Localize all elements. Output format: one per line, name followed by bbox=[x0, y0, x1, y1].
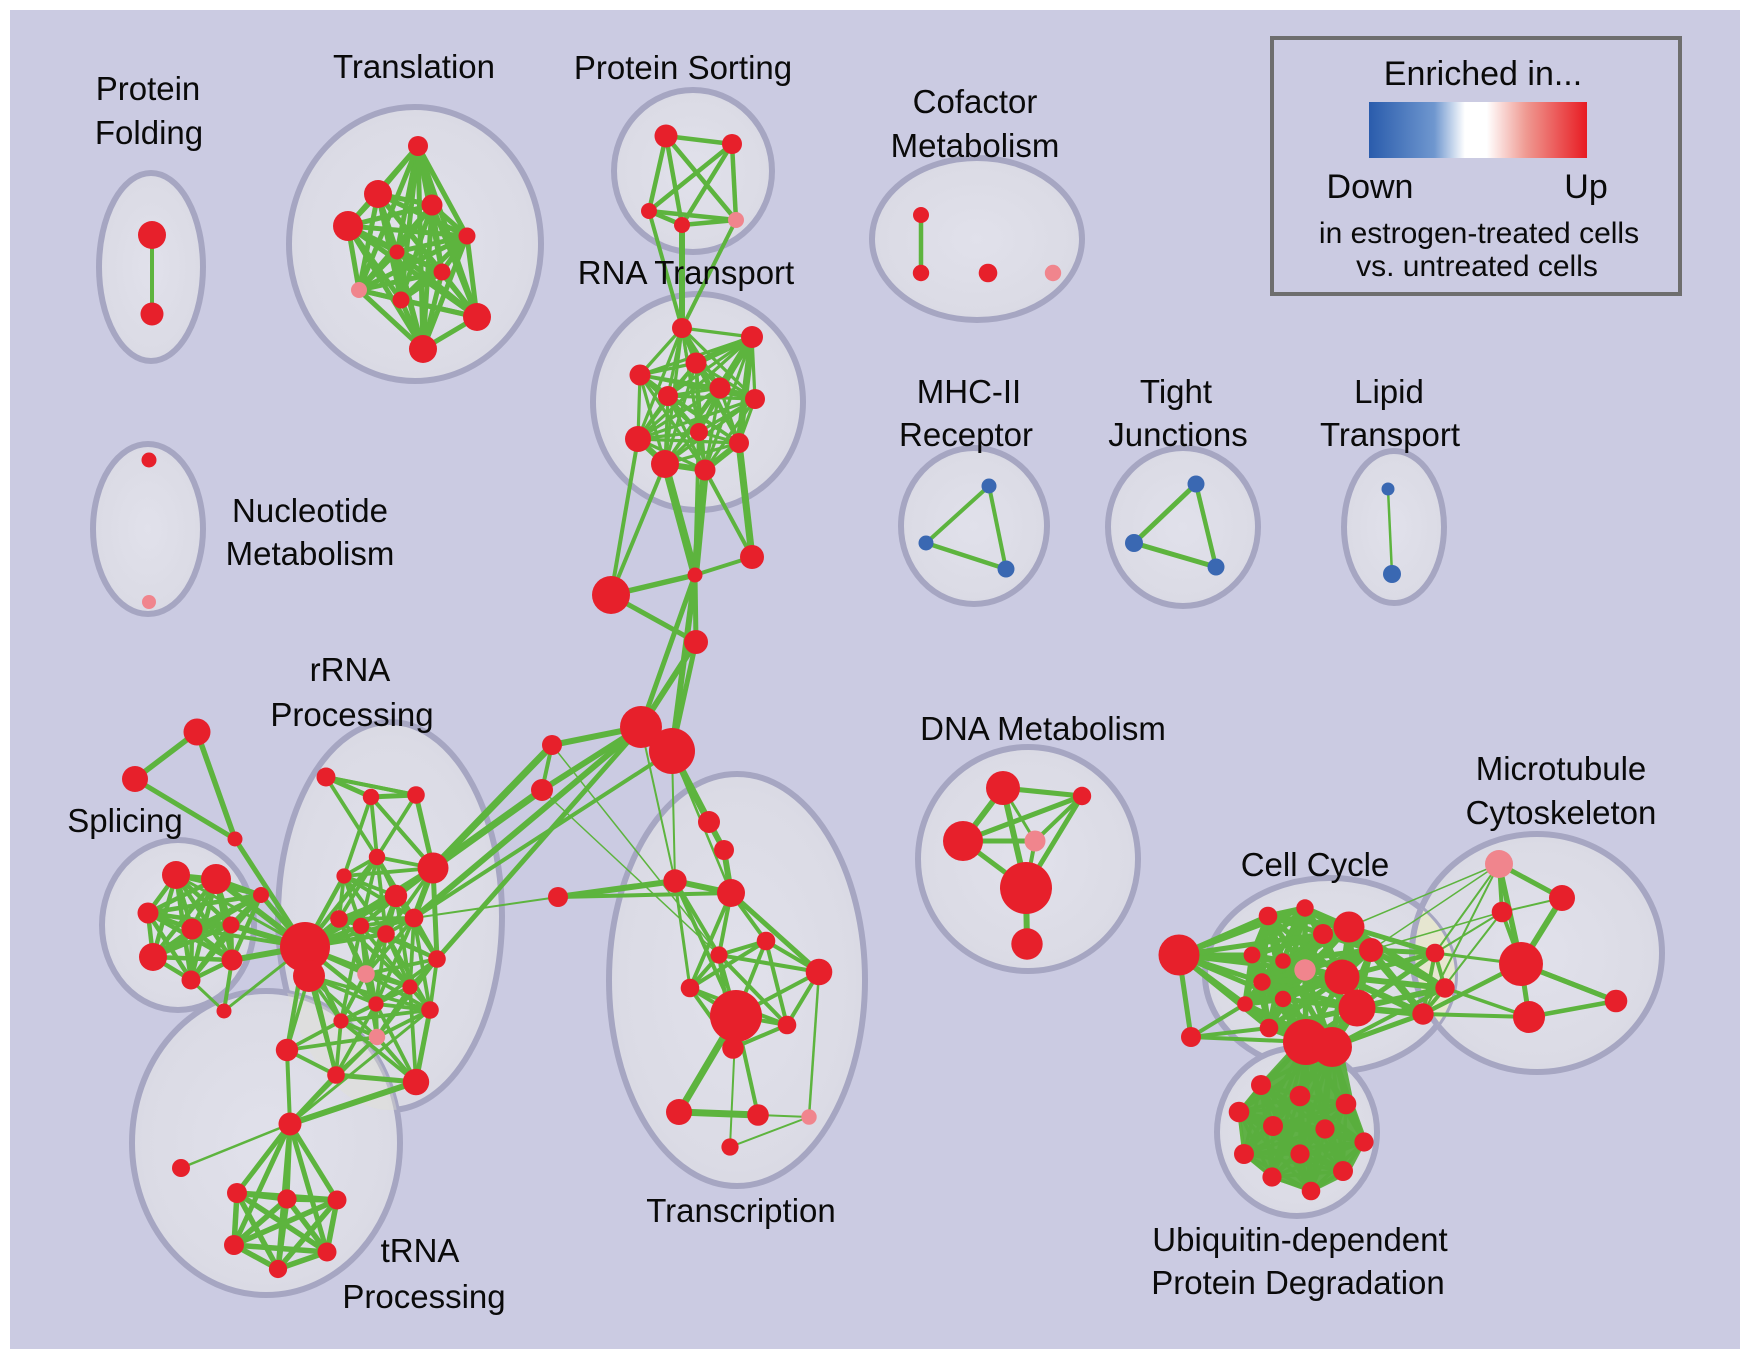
svg-text:Ubiquitin-dependent: Ubiquitin-dependent bbox=[1152, 1221, 1447, 1258]
svg-text:Folding: Folding bbox=[95, 114, 203, 151]
svg-text:Enriched in...: Enriched in... bbox=[1384, 55, 1582, 93]
svg-text:rRNA: rRNA bbox=[310, 651, 391, 688]
svg-text:Protein Degradation: Protein Degradation bbox=[1151, 1264, 1445, 1301]
svg-text:Microtubule: Microtubule bbox=[1476, 750, 1647, 787]
svg-text:Protein: Protein bbox=[96, 70, 201, 107]
svg-text:Cofactor: Cofactor bbox=[913, 83, 1038, 120]
svg-text:DNA Metabolism: DNA Metabolism bbox=[920, 710, 1166, 747]
svg-text:Transport: Transport bbox=[1320, 416, 1460, 453]
svg-text:Receptor: Receptor bbox=[899, 416, 1033, 453]
svg-text:Junctions: Junctions bbox=[1108, 416, 1247, 453]
svg-text:Down: Down bbox=[1327, 168, 1414, 206]
svg-text:Splicing: Splicing bbox=[67, 802, 183, 839]
svg-text:Up: Up bbox=[1564, 168, 1607, 206]
svg-text:MHC-II: MHC-II bbox=[917, 373, 1021, 410]
svg-text:Lipid: Lipid bbox=[1354, 373, 1424, 410]
svg-text:Translation: Translation bbox=[333, 48, 495, 85]
svg-text:tRNA: tRNA bbox=[381, 1232, 460, 1269]
svg-text:Transcription: Transcription bbox=[646, 1192, 836, 1229]
svg-text:Protein Sorting: Protein Sorting bbox=[574, 49, 792, 86]
svg-text:Cell Cycle: Cell Cycle bbox=[1241, 846, 1390, 883]
svg-text:Tight: Tight bbox=[1140, 373, 1212, 410]
svg-text:in estrogen-treated cells: in estrogen-treated cells bbox=[1319, 217, 1639, 250]
svg-text:RNA Transport: RNA Transport bbox=[578, 254, 794, 291]
svg-text:Processing: Processing bbox=[270, 696, 433, 733]
svg-text:Processing: Processing bbox=[342, 1278, 505, 1315]
svg-text:Nucleotide: Nucleotide bbox=[232, 492, 388, 529]
svg-text:Metabolism: Metabolism bbox=[891, 127, 1060, 164]
svg-text:vs. untreated cells: vs. untreated cells bbox=[1356, 250, 1598, 283]
svg-text:Cytoskeleton: Cytoskeleton bbox=[1466, 794, 1657, 831]
svg-text:Metabolism: Metabolism bbox=[226, 535, 395, 572]
